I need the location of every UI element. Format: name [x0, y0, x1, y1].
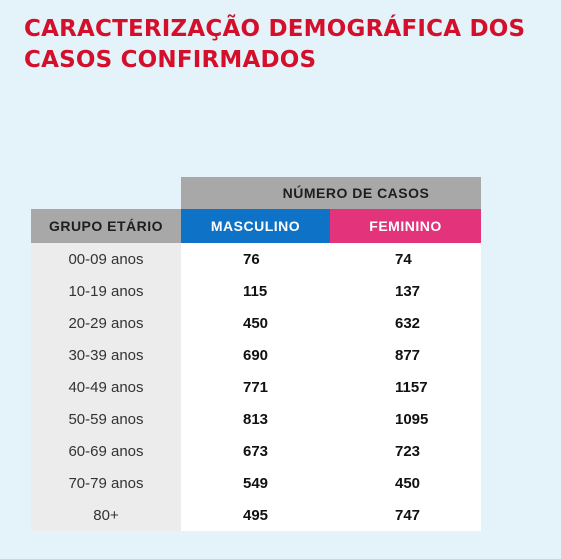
- table-row: 70-79 anos 549 450: [31, 467, 481, 499]
- header-spacer: [31, 177, 181, 209]
- table-row: 00-09 anos 76 74: [31, 243, 481, 275]
- header-grupo-etario: GRUPO ETÁRIO: [31, 209, 181, 243]
- male-count-cell: 76: [181, 243, 330, 275]
- male-count-cell: 549: [181, 467, 330, 499]
- age-group-cell: 40-49 anos: [31, 371, 181, 403]
- header-masculino: MASCULINO: [181, 209, 330, 243]
- age-group-cell: 30-39 anos: [31, 339, 181, 371]
- male-count-cell: 771: [181, 371, 330, 403]
- table-row: 10-19 anos 115 137: [31, 275, 481, 307]
- cases-table: NÚMERO DE CASOS GRUPO ETÁRIO MASCULINO F…: [31, 177, 481, 531]
- male-count-cell: 115: [181, 275, 330, 307]
- table-row: 80+ 495 747: [31, 499, 481, 531]
- female-count-cell: 747: [330, 499, 481, 531]
- age-group-cell: 00-09 anos: [31, 243, 181, 275]
- table-row: 50-59 anos 813 1095: [31, 403, 481, 435]
- table-row: 30-39 anos 690 877: [31, 339, 481, 371]
- male-count-cell: 690: [181, 339, 330, 371]
- table-header-row: GRUPO ETÁRIO MASCULINO FEMININO: [31, 209, 481, 243]
- age-group-cell: 70-79 anos: [31, 467, 181, 499]
- header-numero-de-casos: NÚMERO DE CASOS: [181, 177, 481, 209]
- header-feminino: FEMININO: [330, 209, 481, 243]
- age-group-cell: 50-59 anos: [31, 403, 181, 435]
- page-title: CARACTERIZAÇÃO DEMOGRÁFICA DOS CASOS CON…: [24, 16, 526, 73]
- female-count-cell: 137: [330, 275, 481, 307]
- female-count-cell: 74: [330, 243, 481, 275]
- male-count-cell: 813: [181, 403, 330, 435]
- table-header-group-row: NÚMERO DE CASOS: [31, 177, 481, 209]
- age-group-cell: 60-69 anos: [31, 435, 181, 467]
- age-group-cell: 10-19 anos: [31, 275, 181, 307]
- table-row: 20-29 anos 450 632: [31, 307, 481, 339]
- female-count-cell: 632: [330, 307, 481, 339]
- male-count-cell: 673: [181, 435, 330, 467]
- age-group-cell: 80+: [31, 499, 181, 531]
- female-count-cell: 450: [330, 467, 481, 499]
- age-group-cell: 20-29 anos: [31, 307, 181, 339]
- male-count-cell: 450: [181, 307, 330, 339]
- table-row: 60-69 anos 673 723: [31, 435, 481, 467]
- female-count-cell: 723: [330, 435, 481, 467]
- male-count-cell: 495: [181, 499, 330, 531]
- female-count-cell: 877: [330, 339, 481, 371]
- table-row: 40-49 anos 771 1157: [31, 371, 481, 403]
- female-count-cell: 1157: [330, 371, 481, 403]
- female-count-cell: 1095: [330, 403, 481, 435]
